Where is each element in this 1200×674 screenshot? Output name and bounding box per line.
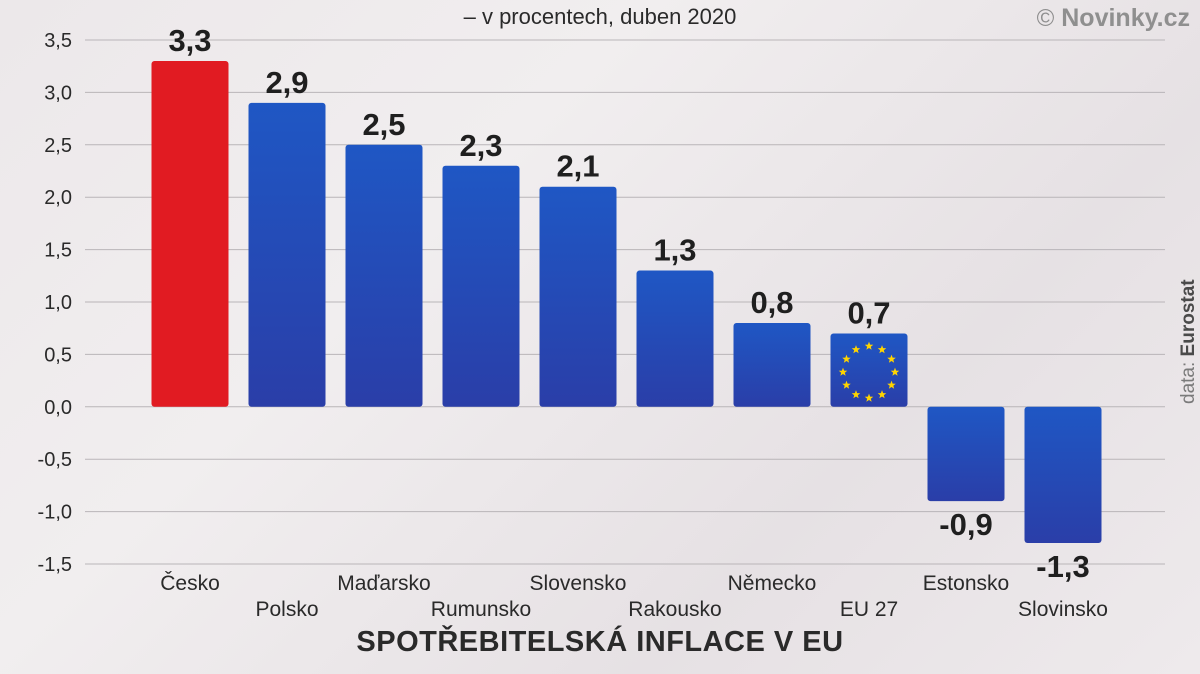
value-label: 0,8 [750, 285, 793, 320]
y-tick-label: -0,5 [38, 449, 72, 471]
y-tick-label: 2,0 [44, 187, 72, 209]
y-tick-label: 1,5 [44, 240, 72, 262]
category-label: Česko [160, 572, 220, 595]
chart-subtitle: – v procentech, duben 2020 [463, 4, 737, 29]
brand-name: Novinky.cz [1061, 4, 1190, 32]
eu-star [842, 354, 851, 363]
bar [151, 60, 229, 407]
source-prefix: data: [1178, 361, 1199, 404]
eu-star [887, 380, 896, 389]
category-label: Polsko [255, 598, 318, 621]
eu-star [851, 390, 861, 399]
eu-star [890, 367, 900, 376]
chart-title: SPOTŘEBITELSKÁ INFLACE V EU [356, 626, 844, 658]
eu-star [887, 354, 896, 363]
value-label: 2,3 [459, 128, 502, 163]
category-label: Slovinsko [1018, 598, 1108, 621]
y-tick-label: -1,0 [38, 502, 72, 524]
copyright-symbol: © [1036, 5, 1055, 32]
source-name: Eurostat [1178, 279, 1199, 357]
bar [830, 333, 908, 407]
category-label: Německo [728, 572, 817, 595]
y-tick-label: 3,0 [44, 82, 72, 104]
bar [248, 102, 326, 407]
value-label: -0,9 [939, 507, 992, 542]
value-label: 2,5 [362, 107, 405, 142]
bar [442, 165, 520, 407]
eu-star [877, 390, 887, 399]
bar [636, 270, 714, 407]
value-label: -1,3 [1036, 549, 1089, 584]
y-tick-label: 2,5 [44, 135, 72, 157]
eu-star [864, 393, 874, 402]
category-label: Slovensko [530, 572, 627, 595]
eu-star [838, 367, 848, 376]
y-tick-label: -1,5 [38, 554, 72, 576]
y-tick-label: 0,5 [44, 344, 72, 366]
value-label: 3,3 [168, 23, 211, 58]
category-label: EU 27 [840, 598, 898, 621]
eu-star [842, 380, 851, 389]
eu-star [864, 341, 874, 350]
bar [733, 322, 811, 407]
brand-watermark: © Novinky.cz [1037, 4, 1190, 33]
value-label: 1,3 [653, 233, 696, 268]
value-label: 2,9 [265, 65, 308, 100]
bar [927, 406, 1005, 502]
bar [539, 186, 617, 407]
value-label: 2,1 [556, 149, 599, 184]
y-tick-label: 3,5 [44, 30, 72, 52]
category-label: Estonsko [923, 572, 1009, 595]
y-tick-label: 0,0 [44, 397, 72, 419]
value-label: 0,7 [847, 295, 890, 330]
category-label: Maďarsko [337, 572, 430, 595]
bar [1024, 406, 1102, 544]
data-source: data: Eurostat [1178, 279, 1200, 404]
category-label: Rakousko [628, 598, 721, 621]
eu-star [851, 345, 861, 354]
y-tick-label: 1,0 [44, 292, 72, 314]
bar [345, 144, 423, 407]
eu-star [877, 345, 887, 354]
category-label: Rumunsko [431, 598, 531, 621]
eu-flag-icon [838, 341, 900, 402]
